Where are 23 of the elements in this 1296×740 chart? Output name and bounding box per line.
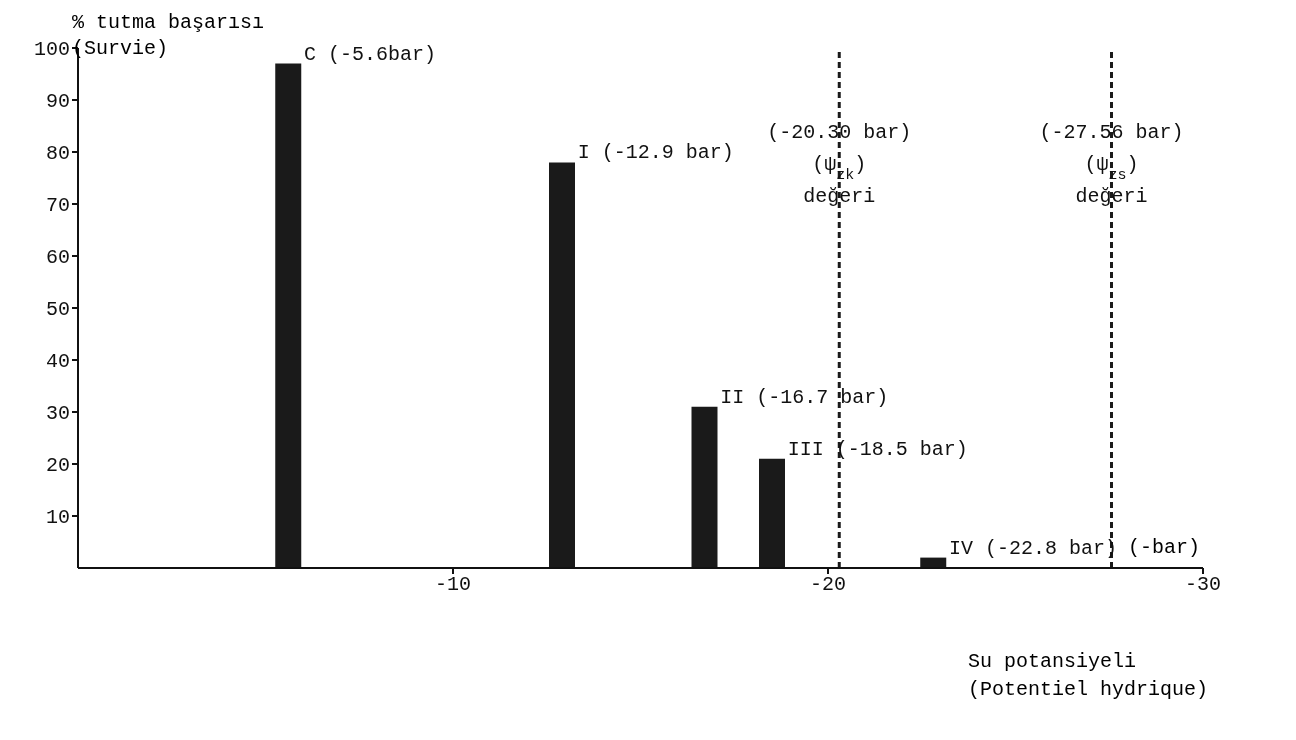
annotation: (-bar) [1128,536,1201,559]
annotation: I (-12.9 bar) [577,141,734,165]
y-tick-label: 100 [33,38,70,62]
x-tick-label: -20 [809,573,847,597]
y-tick-label: 80 [45,142,70,166]
y-axis-title: % tutma başarısı (Survie) [72,10,265,62]
annotation: II (-16.7 bar) [720,385,889,409]
annotation: III (-18.5 bar) [787,437,968,461]
ref-line-label: (-20.30 bar) (ψ$_{zk}$) değeri [767,121,912,208]
y-tick-label: 50 [45,298,70,322]
y-tick-label: 70 [45,194,70,218]
x-axis-title: Su potansiyeli (Potentiel hydrique) [968,649,1209,703]
y-tick-label: 30 [45,402,70,426]
annotation: IV (-22.8 bar) [949,536,1118,560]
y-tick-label: 90 [45,90,70,114]
y-tick-label: 40 [45,350,70,374]
x-tick-label: -30 [1184,573,1222,597]
y-tick-label: 10 [45,506,70,530]
y-tick-label: 60 [45,246,70,270]
ref-line-label: (-27.56 bar) (ψ$_{zs}$) değeri [1039,121,1184,208]
y-tick-label: 20 [45,454,70,478]
annotation: C (-5.6bar) [304,42,437,66]
x-tick-label: -10 [434,573,472,597]
